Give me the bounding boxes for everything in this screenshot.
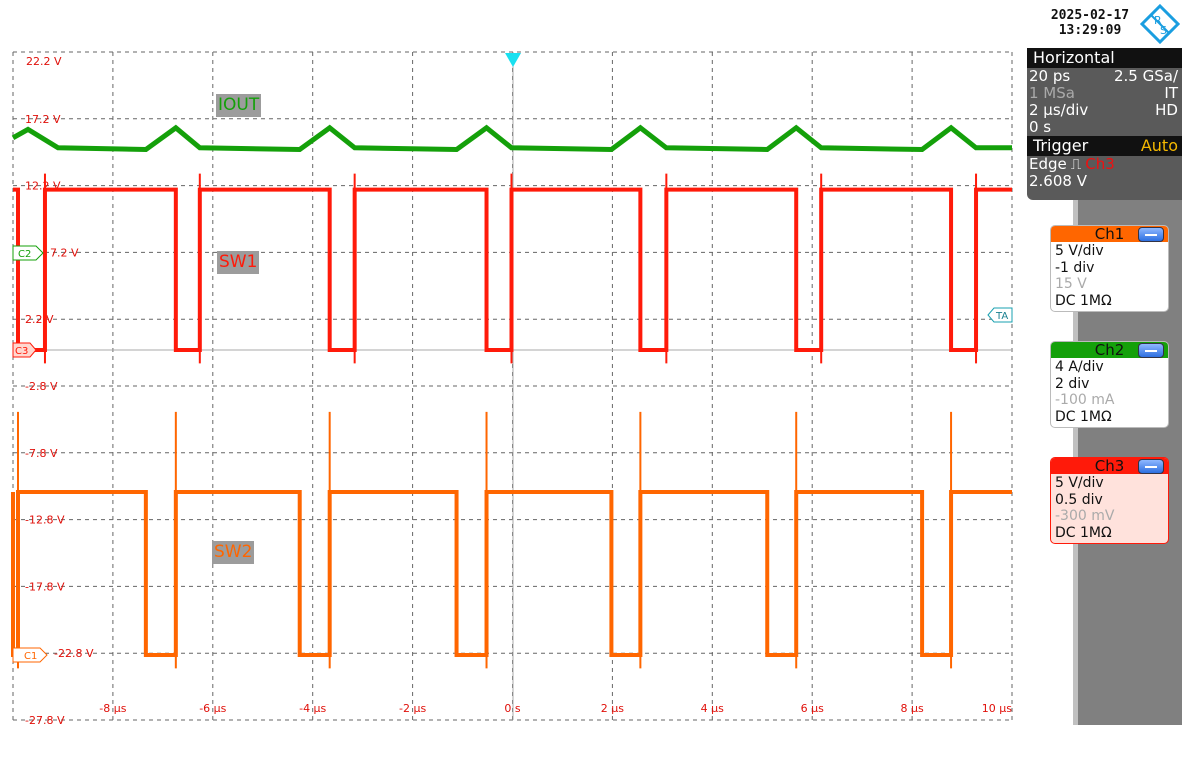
rs-logo: R S	[1140, 4, 1180, 44]
trace-label-iout: IOUT	[216, 94, 262, 117]
ch2-ground-marker[interactable]: C2	[12, 245, 44, 261]
trace-label-sw2: SW2	[212, 541, 255, 564]
y-tick-label: -27.8 V	[25, 714, 65, 727]
trigger-level[interactable]: 2.608 V	[1029, 172, 1087, 190]
trace-label-sw1: SW1	[217, 251, 260, 274]
x-tick-label: 10 µs	[982, 702, 1012, 715]
y-tick-label: -22.8 V	[54, 647, 94, 660]
horizontal-position[interactable]: 0 s	[1029, 118, 1052, 136]
x-tick-label: 2 µs	[601, 702, 624, 715]
svg-text:R: R	[1154, 14, 1162, 27]
sample-rate: 2.5 GSa/	[1113, 67, 1178, 85]
x-tick-label: -6 µs	[199, 702, 226, 715]
x-tick-label: 8 µs	[900, 702, 923, 715]
time: 13:29:09	[1058, 23, 1122, 38]
trigger-header[interactable]: Trigger Auto	[1027, 136, 1182, 156]
ch3-offset: -300 mV	[1055, 508, 1115, 524]
trigger-source: Ch3	[1085, 155, 1115, 173]
ch2-marker-label: C2	[18, 249, 31, 260]
time-scale[interactable]: 2 µs/div	[1029, 101, 1089, 119]
x-tick-label: -4 µs	[299, 702, 326, 715]
y-tick-label: -2.8 V	[25, 380, 58, 393]
ch1-coupling: DC 1MΩ	[1055, 292, 1112, 309]
trigger-mode: Auto	[1140, 136, 1178, 155]
y-tick-label: -12.8 V	[25, 514, 65, 527]
acquisition-mode: HD	[1155, 101, 1178, 119]
x-tick-label: -8 µs	[99, 702, 126, 715]
ch1-offset: 15 V	[1055, 276, 1087, 292]
trace-iout	[11, 124, 1012, 153]
trigger-title: Trigger	[1033, 136, 1089, 155]
trigger-marker-label: TA	[995, 311, 1008, 322]
minimize-icon[interactable]	[1138, 227, 1164, 242]
y-tick-label: 22.2 V	[26, 55, 62, 68]
ch1-ground-marker[interactable]: C1	[12, 647, 48, 663]
ch1-scale: 5 V/div	[1055, 243, 1104, 259]
timestamp: 2025-02-17 13:29:09	[1040, 8, 1140, 38]
ch3-position: 0.5 div	[1055, 491, 1103, 508]
x-axis-labels: -8 µs -6 µs -4 µs -2 µs 0 s 2 µs 4 µs 6 µs 8 µs 1…	[99, 702, 1012, 715]
svg-text:S: S	[1160, 24, 1167, 37]
trace-sw1	[13, 187, 1012, 352]
y-tick-label: -17.8 V	[25, 580, 65, 593]
horizontal-panel[interactable]: Horizontal 20 ps 2.5 GSa/ 1 MSa IT 2 µs/di…	[1027, 48, 1182, 200]
y-axis-labels: 22.2 V17.2 V12.2 V7.2 V2.2 V-2.8 V-7.8 V…	[25, 55, 94, 727]
ch3-title: Ch3	[1094, 457, 1125, 475]
ch2-coupling: DC 1MΩ	[1055, 408, 1112, 425]
ch2-title: Ch2	[1094, 341, 1125, 359]
trigger-level-marker[interactable]: TA	[987, 307, 1013, 323]
traces	[11, 124, 1012, 669]
grid	[12, 51, 1013, 721]
ch1-position: -1 div	[1055, 259, 1095, 276]
y-tick-label: 2.2 V	[25, 313, 54, 326]
ch3-ground-marker[interactable]: C3	[12, 342, 37, 358]
ch1-marker-label: C1	[24, 651, 37, 662]
resolution: 20 ps	[1029, 67, 1071, 85]
ch3-coupling: DC 1MΩ	[1055, 524, 1112, 541]
trace-sw2	[11, 490, 1012, 657]
x-tick-label: -2 µs	[399, 702, 426, 715]
trigger-position-marker[interactable]	[505, 53, 521, 67]
ch1-title: Ch1	[1094, 225, 1125, 243]
rising-edge-icon: ⎍	[1070, 155, 1082, 173]
y-tick-label: -7.8 V	[25, 447, 58, 460]
date: 2025-02-17	[1050, 8, 1130, 23]
trigger-type: Edge	[1029, 155, 1067, 173]
horizontal-title: Horizontal	[1033, 48, 1115, 67]
ch2-offset: -100 mA	[1055, 392, 1115, 408]
ch2-scale: 4 A/div	[1055, 359, 1104, 375]
waveform-display[interactable]: 22.2 V17.2 V12.2 V7.2 V2.2 V-2.8 V-7.8 V…	[0, 0, 1030, 730]
ch2-box[interactable]: Ch2 4 A/div 2 div -100 mA DC 1MΩ	[1050, 341, 1169, 428]
ch1-box[interactable]: Ch1 5 V/div -1 div 15 V DC 1MΩ	[1050, 225, 1169, 312]
y-tick-label: 17.2 V	[25, 113, 61, 126]
x-tick-label: 6 µs	[801, 702, 824, 715]
ch3-marker-label: C3	[15, 346, 28, 357]
y-tick-label: 7.2 V	[50, 246, 79, 259]
ch3-box[interactable]: Ch3 5 V/div 0.5 div -300 mV DC 1MΩ	[1050, 457, 1169, 544]
minimize-icon[interactable]	[1138, 459, 1164, 474]
x-tick-label: 4 µs	[701, 702, 724, 715]
record-length: 1 MSa	[1029, 84, 1075, 102]
minimize-icon[interactable]	[1138, 343, 1164, 358]
ch2-position: 2 div	[1055, 375, 1090, 392]
x-tick-label: 0 s	[504, 702, 520, 715]
ch3-scale: 5 V/div	[1055, 475, 1104, 491]
interpolation-mode: IT	[1164, 84, 1178, 102]
